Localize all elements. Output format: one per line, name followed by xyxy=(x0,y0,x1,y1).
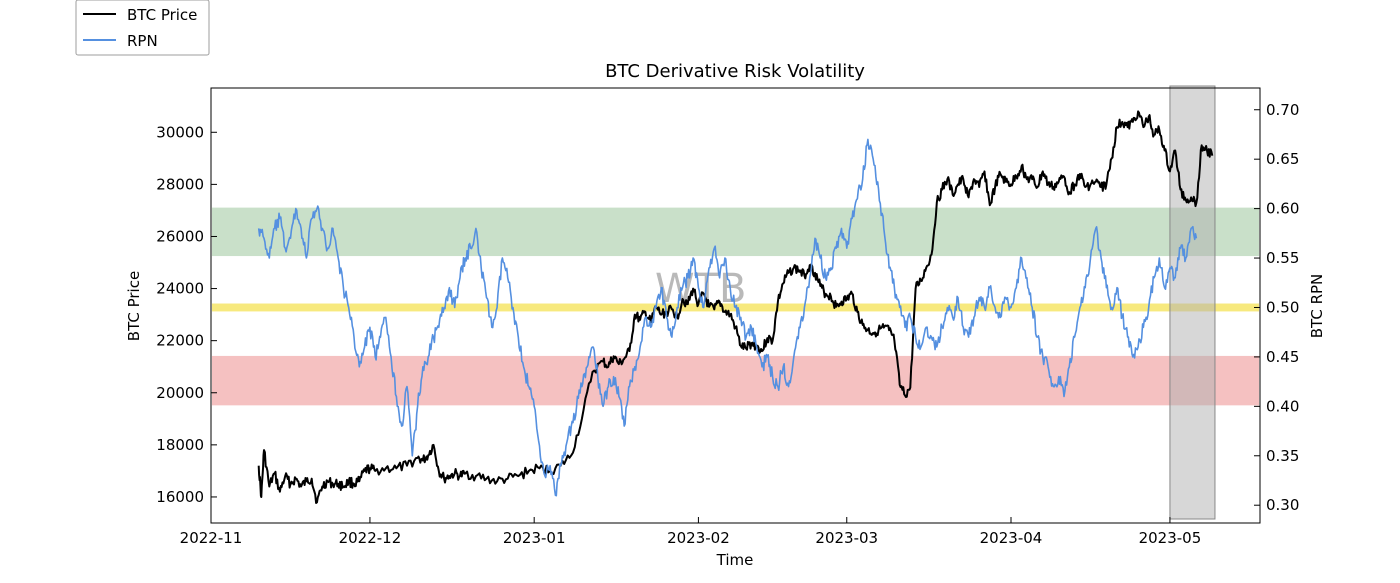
y-left-tick-label: 30000 xyxy=(156,123,204,141)
x-tick-label: 2022-11 xyxy=(180,529,243,547)
y-right-ticks: 0.30 0.35 0.40 0.45 0.50 0.55 0.60 0.65 0.70 xyxy=(1254,101,1299,514)
high-band xyxy=(212,207,1259,257)
y-left-tick-label: 28000 xyxy=(156,175,204,193)
y-right-tick-label: 0.45 xyxy=(1266,348,1299,366)
legend-label-btc-price: BTC Price xyxy=(127,6,197,24)
y-left-tick-label: 20000 xyxy=(156,384,204,402)
legend: BTC Price RPN xyxy=(75,0,210,56)
series-layer xyxy=(257,110,1214,504)
x-tick-label: 2023-04 xyxy=(980,529,1043,547)
low-band xyxy=(212,355,1259,406)
plot-frame xyxy=(210,87,1261,524)
y-left-axis-title: BTC Price xyxy=(125,271,143,341)
highlight-layer xyxy=(1169,85,1216,520)
chart-title: BTC Derivative Risk Volatility xyxy=(605,61,865,82)
recent-window xyxy=(1169,85,1216,520)
x-tick-label: 2023-02 xyxy=(667,529,730,547)
y-left-tick-label: 16000 xyxy=(156,488,204,506)
watermark: WTB xyxy=(655,266,746,312)
y-right-tick-label: 0.65 xyxy=(1266,150,1299,168)
x-tick-label: 2022-12 xyxy=(339,529,402,547)
y-left-tick-label: 24000 xyxy=(156,280,204,298)
y-right-tick-label: 0.35 xyxy=(1266,447,1299,465)
legend-label-rpn: RPN xyxy=(127,32,158,50)
x-axis-title: Time xyxy=(716,551,754,569)
y-right-tick-label: 0.40 xyxy=(1266,397,1299,415)
y-right-tick-label: 0.60 xyxy=(1266,200,1299,218)
y-left-tick-label: 18000 xyxy=(156,436,204,454)
x-tick-label: 2023-05 xyxy=(1139,529,1202,547)
x-ticks: 2022-11 2022-12 2023-01 2023-02 2023-03 2023-… xyxy=(180,517,1202,547)
x-tick-label: 2023-01 xyxy=(503,529,566,547)
y-left-tick-label: 22000 xyxy=(156,332,204,350)
y-right-axis-title: BTC RPN xyxy=(1308,274,1326,339)
y-right-tick-label: 0.70 xyxy=(1266,101,1299,119)
x-tick-label: 2023-03 xyxy=(815,529,878,547)
series-line-btc-price xyxy=(257,110,1214,504)
y-right-tick-label: 0.55 xyxy=(1266,249,1299,267)
y-left-tick-label: 26000 xyxy=(156,227,204,245)
y-right-tick-label: 0.30 xyxy=(1266,496,1299,514)
y-left-ticks: 16000 18000 20000 22000 24000 26000 28000 30000 xyxy=(156,123,217,506)
y-right-tick-label: 0.50 xyxy=(1266,298,1299,316)
series-line-rpn xyxy=(257,138,1198,497)
